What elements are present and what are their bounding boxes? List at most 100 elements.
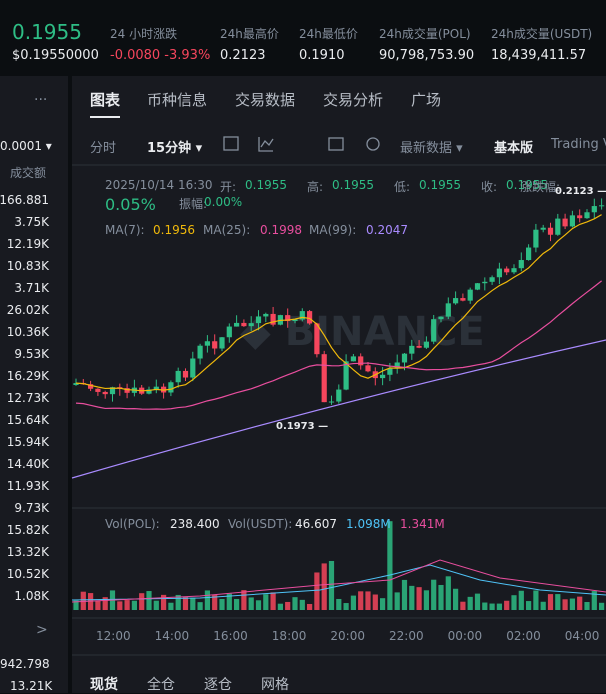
left-value: 12.73K (6, 391, 49, 405)
volume-bar (423, 590, 429, 610)
volume-bar (292, 597, 298, 610)
tab[interactable]: 币种信息 (147, 91, 208, 109)
tool[interactable]: 分时 (90, 141, 117, 156)
order-book (0, 76, 68, 693)
left-value: 14.40K (6, 457, 49, 471)
volume-bar (336, 598, 342, 610)
annotation: 0.1973 — (276, 421, 329, 432)
volume-bar (117, 601, 123, 610)
volume-bar (343, 603, 349, 610)
precision[interactable]: 0.0001 ▾ (0, 139, 52, 153)
info-label: 涨跌幅: (520, 180, 561, 194)
volume-bar (380, 598, 386, 610)
left-value: 13.32K (6, 545, 49, 559)
volume-bar (599, 602, 605, 610)
vol-value: 46.607 (295, 517, 337, 531)
volume-bar (168, 602, 174, 610)
candle (88, 384, 94, 389)
candle (438, 316, 444, 320)
candle (175, 370, 181, 383)
tool[interactable]: 最新数据 ▾ (400, 141, 463, 156)
volume-bar (409, 585, 415, 610)
expand[interactable]: > (36, 622, 48, 638)
tab[interactable]: 广场 (411, 91, 442, 109)
volume-bar (350, 595, 356, 610)
vol-ma-line (71, 564, 606, 601)
stat-value: 0.2123 (220, 48, 266, 63)
volume-bar (482, 602, 488, 610)
candle (358, 356, 364, 366)
left-value: 9.73K (14, 501, 49, 515)
icon[interactable] (328, 137, 344, 151)
stat-label: 24h最高价 (220, 27, 279, 41)
volume-bar (533, 590, 539, 610)
info-value: 0.1955 (506, 178, 548, 192)
candle (460, 298, 466, 301)
icon[interactable] (258, 137, 273, 152)
volume-bar (95, 600, 101, 610)
candle (416, 345, 422, 348)
volume-bar (307, 603, 313, 610)
candle (409, 345, 415, 354)
ma-line (75, 280, 602, 410)
icon[interactable] (366, 137, 380, 151)
candle (511, 268, 517, 273)
candle (146, 389, 152, 394)
left-value: 16.29K (6, 369, 49, 383)
ma-value: 0.1956 (153, 223, 195, 237)
volume-bar (139, 593, 145, 610)
interval[interactable]: 15分钟 ▾ (147, 141, 203, 156)
volume-bar (212, 595, 218, 610)
volume-bar (460, 601, 466, 610)
volume-bar (401, 579, 408, 610)
icon[interactable] (223, 136, 239, 151)
candle (380, 374, 386, 379)
volume-bar (80, 591, 86, 610)
icon[interactable] (260, 138, 274, 148)
candle (197, 345, 203, 359)
price: 0.1955 (12, 20, 82, 44)
candle (577, 215, 583, 219)
volume-bar (255, 600, 262, 610)
tab[interactable]: 交易数据 (235, 91, 296, 109)
volume-bar (248, 597, 254, 610)
candle (190, 358, 196, 378)
candle (182, 370, 189, 378)
volume-bar (182, 597, 189, 610)
candle (241, 322, 247, 327)
candle (124, 388, 130, 393)
candle (321, 354, 327, 403)
time-label: 00:00 (447, 629, 483, 643)
left-value: 12.19K (6, 237, 49, 251)
left-value: 15.94K (6, 435, 49, 449)
left-value: 166.881 (0, 193, 49, 207)
candle (533, 229, 539, 248)
bottom-tab[interactable]: 现货 (90, 677, 118, 693)
info-value: 0.05% (105, 195, 156, 214)
price-usd: $0.19550000 (12, 48, 99, 63)
candle (431, 319, 437, 342)
candle (328, 401, 335, 403)
candle (504, 268, 510, 273)
tab[interactable]: 图表 (90, 89, 121, 118)
candle (219, 337, 225, 349)
candle (591, 206, 597, 213)
menu[interactable]: ··· (34, 92, 48, 108)
bottom-tab[interactable]: 逐仓 (204, 677, 232, 693)
vol-value: 238.400 (170, 517, 220, 531)
tool[interactable]: Trading V (551, 137, 606, 152)
volume-bar (234, 598, 240, 610)
candle (496, 268, 502, 278)
info-label: 收: (481, 180, 498, 194)
bottom-tab[interactable]: 网格 (261, 677, 289, 693)
candle (270, 313, 276, 325)
candle (153, 386, 159, 390)
left-value: 10.52K (6, 567, 49, 581)
tool[interactable]: 基本版 (494, 141, 534, 156)
candle (467, 289, 473, 301)
volume-bar (577, 596, 583, 610)
tab[interactable]: 交易分析 (323, 91, 384, 109)
bottom-tab[interactable]: 全仓 (147, 677, 175, 693)
volume-bar (263, 594, 269, 610)
